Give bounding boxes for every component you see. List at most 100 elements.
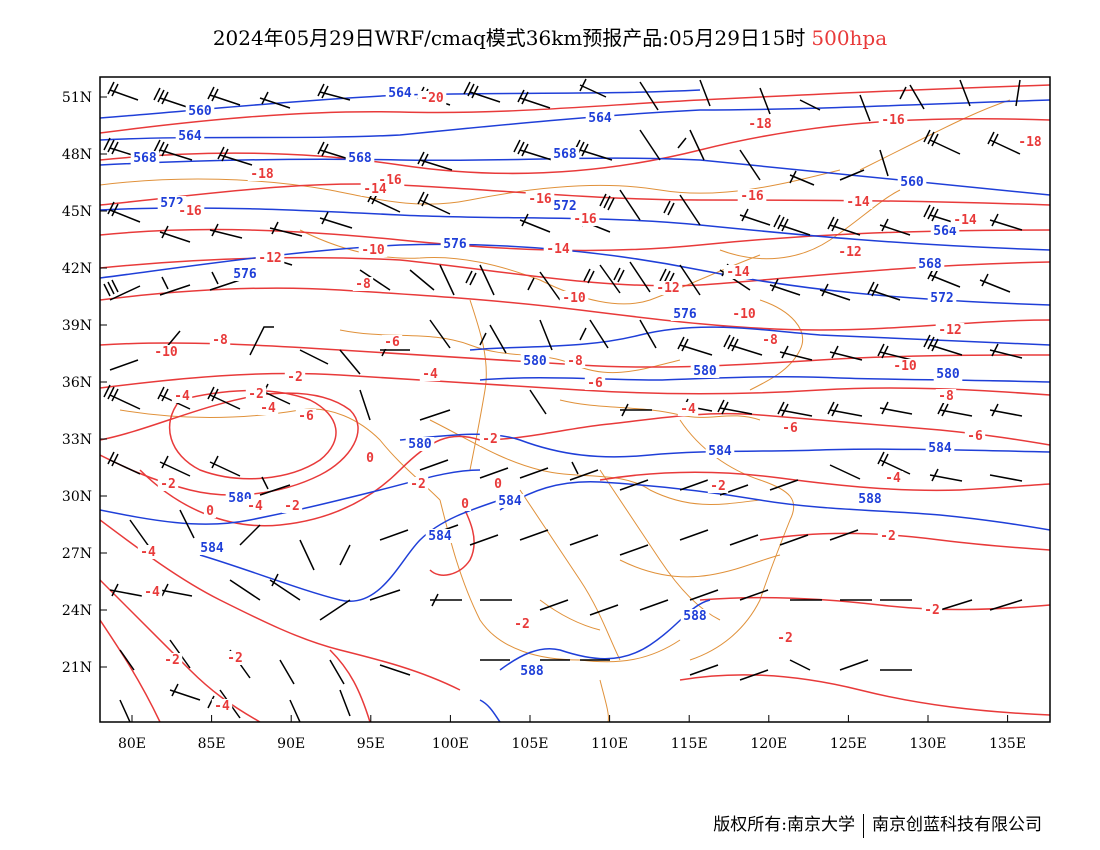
temperature-contour-label-bg (759, 333, 781, 347)
temperature-contour-label: 0 (494, 477, 502, 492)
height-contour-label-bg (425, 529, 455, 543)
footer-separator (863, 813, 864, 838)
temperature-contour-label-bg (877, 529, 899, 543)
height-contour-label-bg (933, 367, 963, 381)
temperature-contour-label: -14 (546, 242, 570, 257)
lat-label: 39N (62, 318, 92, 334)
temperature-contour-label: -4 (260, 401, 276, 416)
temperature-contour-label-bg (950, 213, 980, 227)
temperature-contour-label: -4 (174, 389, 190, 404)
plot-area (100, 77, 1050, 722)
pressure-level: 500hpa (811, 26, 888, 50)
copyright-text: 版权所有:南京大学 (713, 815, 855, 835)
temperature-contour-label-bg (1015, 135, 1045, 149)
temperature-contour-label: -8 (212, 333, 228, 348)
temperature-contour-label: 0 (366, 451, 374, 466)
temperature-contour-label: -2 (482, 432, 498, 447)
temperature-contour-label-bg (151, 345, 181, 359)
height-contour-label: 580 (936, 367, 960, 382)
temperature-contour-label: -10 (562, 291, 586, 306)
temperature-contour-label-bg (458, 497, 472, 511)
temperature-contour-label-bg (559, 291, 589, 305)
temperature-contour-label-bg (352, 277, 374, 291)
height-contour-label: 560 (900, 175, 924, 190)
height-contour-label-bg (345, 151, 375, 165)
temperature-contour-label-bg (209, 333, 231, 347)
height-contour-label: 588 (858, 492, 882, 507)
temperature-contour-label: -8 (938, 389, 954, 404)
lat-label: 24N (62, 603, 92, 619)
temperature-contour-label: -4 (144, 585, 160, 600)
temperature-contour-label: -14 (726, 265, 750, 280)
lat-label: 51N (62, 90, 92, 106)
height-contour-label: 568 (918, 257, 942, 272)
lon-label: 85E (198, 736, 226, 752)
wind-barbs (103, 78, 1023, 722)
height-contour-label: 576 (233, 267, 257, 282)
height-contour-label-bg (925, 441, 955, 455)
temperature-contour-label: -4 (885, 471, 901, 486)
temperature-contour-label-bg (203, 504, 217, 518)
temperature-contour-label-bg (707, 479, 729, 493)
lon-label: 125E (830, 736, 867, 752)
temperature-contour-label: -16 (573, 212, 597, 227)
temperature-contour-label: -4 (680, 402, 696, 417)
temperature-contour-label: -2 (777, 631, 793, 646)
height-contour-label: 572 (930, 291, 953, 306)
temperature-contour-label: -12 (656, 281, 679, 296)
temperature-contour-label: -2 (710, 479, 726, 494)
height-contour-label-bg (520, 354, 550, 368)
temperature-contour-label-bg (511, 617, 533, 631)
temperature-contour-label-bg (419, 367, 441, 381)
lat-label: 33N (62, 432, 92, 448)
lat-label: 30N (62, 489, 92, 505)
height-contour-label-bg (230, 267, 260, 281)
lat-label: 27N (62, 546, 92, 562)
lat-label: 48N (62, 147, 92, 163)
temperature-contour-label-bg (363, 451, 377, 465)
height-contour-label: 584 (928, 441, 952, 456)
height-contour-label-bg (440, 237, 470, 251)
height-contour-label-bg (927, 291, 957, 305)
temperature-contour-label-bg (491, 477, 505, 491)
temperature-contour-label: -18 (748, 117, 772, 132)
temperature-contour-label: -12 (938, 323, 961, 338)
temperature-contour-label-bg (882, 471, 904, 485)
height-contour-label-bg (930, 224, 960, 238)
lon-label: 95E (357, 736, 385, 752)
temperature-contour-label: -12 (258, 251, 281, 266)
height-contour-label-bg (705, 444, 735, 458)
temperature-contour-label: -4 (140, 545, 156, 560)
temperature-contour-label: -8 (355, 277, 371, 292)
temperature-contour-label: -6 (782, 421, 798, 436)
height-contour-label: 568 (133, 151, 157, 166)
height-contour-label: 568 (348, 151, 372, 166)
temperature-contour-label: -18 (1018, 135, 1042, 150)
lon-label: 130E (910, 736, 947, 752)
temperature-contour-label-bg (729, 307, 759, 321)
temperature-contour-label: 0 (461, 497, 469, 512)
height-contour-label: 564 (178, 129, 202, 144)
temperature-contour-label: -14 (363, 182, 387, 197)
height-contour-label-bg (495, 494, 525, 508)
height-contour-label-bg (517, 664, 547, 678)
height-contour-label: 588 (520, 664, 544, 679)
height-contour-label: 568 (553, 147, 577, 162)
temperature-contour-label: -14 (846, 195, 870, 210)
latitude-axis: 51N 48N 45N 42N 39N 36N 33N 30N 27N 24N 21N (62, 90, 107, 676)
lat-label: 42N (62, 261, 92, 277)
lon-label: 80E (118, 736, 146, 752)
temperature-contour-label-bg (417, 91, 447, 105)
temperature-contour-label-bg (935, 389, 957, 403)
temperature-contour-label: -2 (287, 370, 303, 385)
height-contour-label: 584 (498, 494, 522, 509)
temperature-contour-label-bg (247, 167, 277, 181)
lon-label: 100E (432, 736, 469, 752)
temperature-contour-label: -16 (881, 113, 905, 128)
temperature-contour-label: -2 (410, 477, 426, 492)
temperature-contour-label-bg (281, 499, 303, 513)
plot-frame (99, 76, 1051, 723)
temperature-contour-label: -10 (732, 307, 756, 322)
temperature-contour-label-bg (171, 389, 193, 403)
